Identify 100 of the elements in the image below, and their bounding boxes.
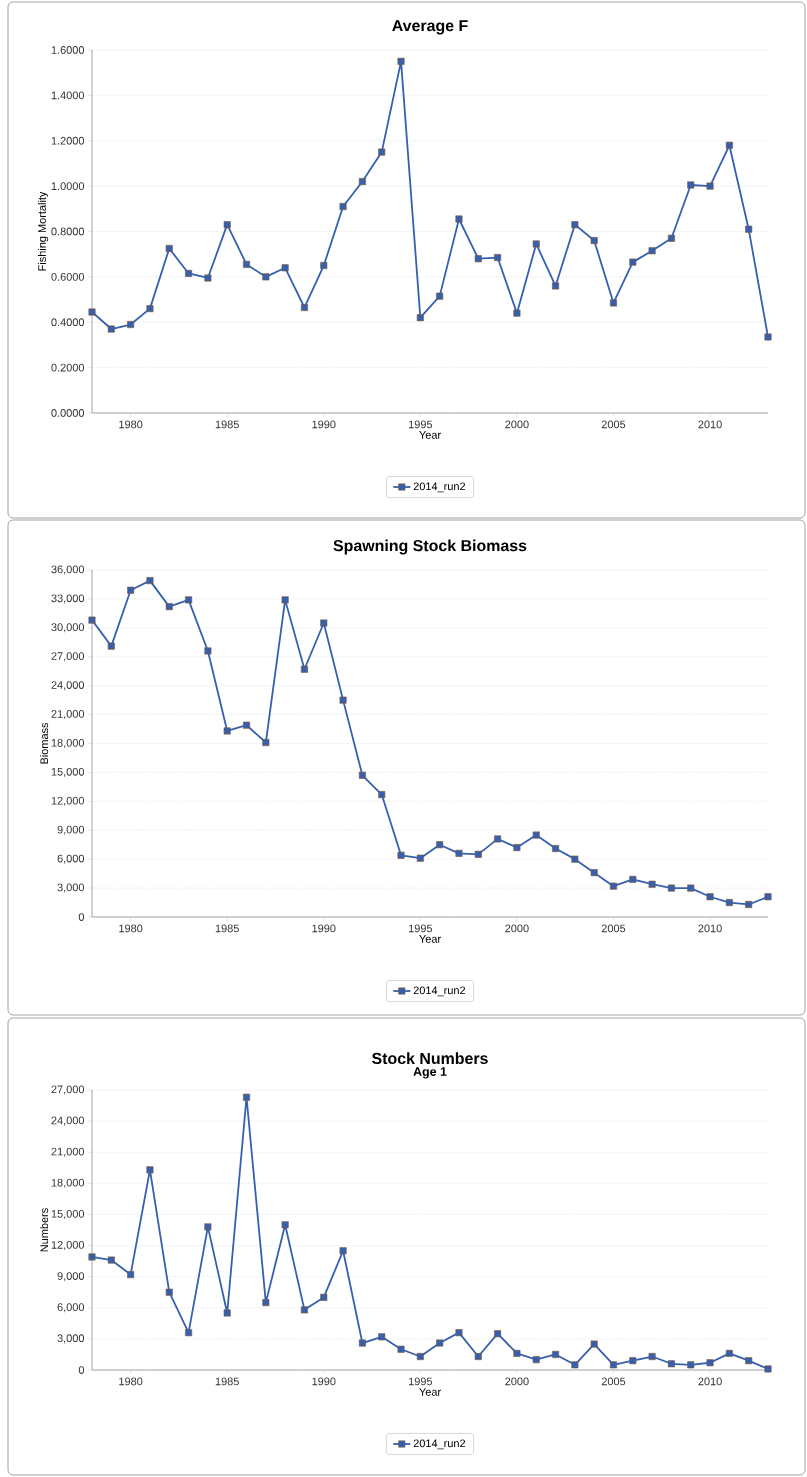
point bbox=[339, 696, 347, 704]
point bbox=[358, 178, 366, 186]
point bbox=[745, 1357, 753, 1365]
chart-title: Spawning Stock Biomass bbox=[333, 539, 527, 555]
point bbox=[397, 851, 405, 859]
y-tick-label: 30,000 bbox=[51, 623, 85, 633]
point bbox=[146, 577, 154, 585]
y-tick-label: 15,000 bbox=[51, 767, 85, 777]
y-tick-label: 0.6000 bbox=[51, 272, 85, 281]
y-tick-label: 0.4000 bbox=[51, 318, 85, 327]
y-tick-label: 9,000 bbox=[57, 825, 85, 835]
x-tick-label: 2000 bbox=[505, 1377, 529, 1386]
y-tick-label: 1.4000 bbox=[51, 91, 85, 100]
point bbox=[436, 1339, 444, 1347]
point bbox=[648, 1353, 656, 1361]
point bbox=[455, 1329, 463, 1337]
y-tick-label: 9,000 bbox=[57, 1272, 85, 1282]
point bbox=[494, 835, 502, 843]
point bbox=[300, 1306, 308, 1314]
point bbox=[243, 721, 251, 729]
y-tick-label: 3,000 bbox=[57, 883, 85, 893]
y-tick-label: 12,000 bbox=[51, 796, 85, 806]
point bbox=[745, 225, 753, 233]
point bbox=[609, 299, 617, 307]
point bbox=[223, 221, 231, 229]
point bbox=[397, 57, 405, 65]
y-tick-label: 24,000 bbox=[51, 681, 85, 691]
x-tick-label: 2000 bbox=[505, 924, 529, 933]
point bbox=[571, 1361, 579, 1369]
point bbox=[185, 1329, 193, 1337]
point bbox=[706, 182, 714, 190]
legend-label: 2014_run2 bbox=[413, 1439, 466, 1450]
point bbox=[687, 1361, 695, 1369]
point bbox=[378, 1333, 386, 1341]
y-tick-label: 1.6000 bbox=[51, 46, 85, 54]
point bbox=[300, 303, 308, 311]
x-tick-label: 1985 bbox=[215, 420, 239, 429]
x-tick-label: 1995 bbox=[408, 924, 433, 933]
point bbox=[552, 1350, 560, 1358]
point bbox=[725, 899, 733, 907]
x-tick-label: 1990 bbox=[312, 420, 336, 429]
point bbox=[609, 882, 617, 890]
point bbox=[455, 849, 463, 857]
point bbox=[687, 884, 695, 892]
point bbox=[339, 1247, 347, 1255]
point bbox=[416, 1353, 424, 1361]
point bbox=[146, 1166, 154, 1174]
point bbox=[532, 240, 540, 248]
point bbox=[590, 237, 598, 245]
point bbox=[262, 273, 270, 281]
point bbox=[165, 245, 173, 252]
point bbox=[764, 893, 772, 901]
y-tick-label: 24,000 bbox=[51, 1116, 85, 1126]
point bbox=[609, 1361, 617, 1369]
point bbox=[262, 1299, 270, 1307]
point bbox=[436, 292, 444, 300]
x-tick-label: 2010 bbox=[698, 420, 722, 429]
point bbox=[745, 900, 753, 908]
x-tick-label: 1990 bbox=[312, 1377, 336, 1386]
legend-label: 2014_run2 bbox=[413, 986, 466, 997]
x-tick-label: 1980 bbox=[119, 924, 143, 933]
y-tick-label: 1.2000 bbox=[51, 136, 85, 145]
chart-title: Stock Numbers bbox=[371, 1052, 488, 1065]
point bbox=[185, 596, 193, 604]
point bbox=[88, 1253, 96, 1261]
point bbox=[494, 1330, 502, 1338]
point bbox=[107, 642, 115, 650]
point bbox=[552, 845, 560, 853]
point bbox=[358, 771, 366, 779]
x-tick-label: 1985 bbox=[215, 1377, 239, 1386]
point bbox=[590, 1340, 598, 1348]
point bbox=[455, 215, 463, 223]
point bbox=[127, 1271, 135, 1279]
point bbox=[436, 841, 444, 849]
point bbox=[513, 309, 521, 317]
point bbox=[725, 1349, 733, 1357]
y-tick-label: 0 bbox=[78, 1366, 85, 1374]
x-tick-label: 2005 bbox=[601, 420, 626, 429]
point bbox=[552, 282, 560, 290]
point bbox=[320, 1293, 328, 1301]
point bbox=[300, 665, 308, 673]
y-tick-label: 15,000 bbox=[51, 1209, 85, 1219]
point bbox=[243, 260, 251, 268]
chart-subtitle: Age 1 bbox=[413, 1067, 447, 1079]
x-tick-label: 2005 bbox=[601, 1377, 626, 1386]
point bbox=[223, 1309, 231, 1317]
x-tick-label: 1985 bbox=[215, 924, 239, 933]
y-tick-label: 27,000 bbox=[51, 652, 85, 662]
y-tick-label: 21,000 bbox=[51, 1147, 85, 1157]
point bbox=[107, 1256, 115, 1264]
point bbox=[185, 269, 193, 277]
point bbox=[474, 255, 482, 263]
point bbox=[532, 1356, 540, 1364]
y-tick-label: 33,000 bbox=[51, 594, 85, 604]
point bbox=[262, 739, 270, 747]
x-tick-label: 1990 bbox=[312, 924, 336, 933]
point bbox=[358, 1339, 366, 1347]
point bbox=[397, 1345, 405, 1353]
point bbox=[667, 234, 675, 242]
x-axis-title: Year bbox=[419, 1388, 441, 1396]
